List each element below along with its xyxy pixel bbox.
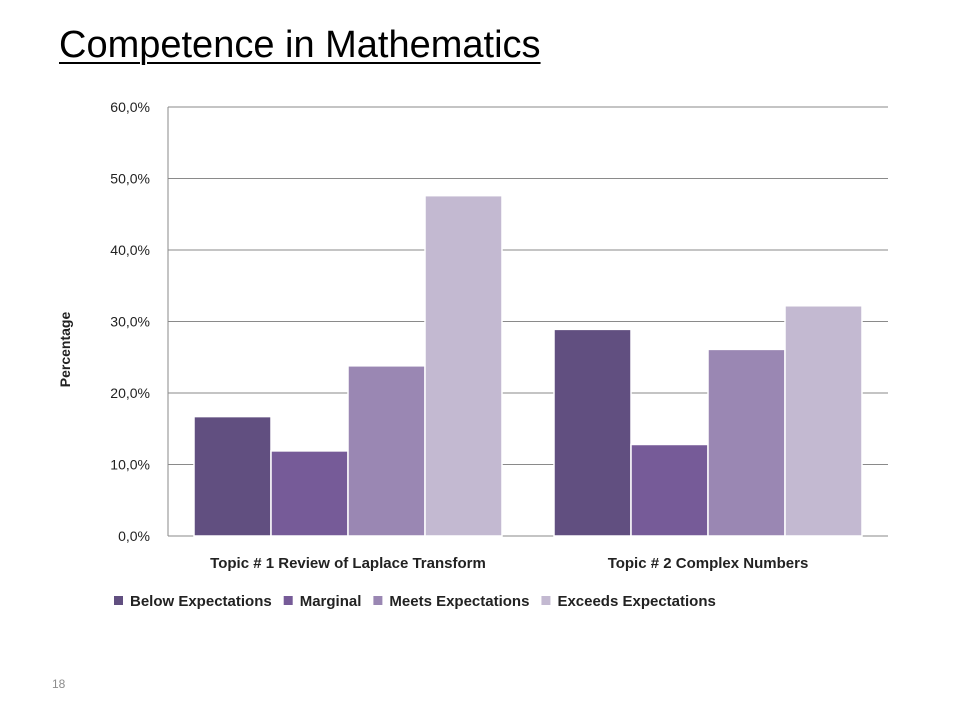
legend-label: Meets Expectations (389, 593, 529, 610)
x-category-label: Topic # 1 Review of Laplace Transform (210, 555, 486, 572)
y-tick-label: 10,0% (110, 457, 150, 473)
bar (347, 365, 426, 537)
y-tick-label: 20,0% (110, 385, 150, 401)
legend-label: Exceeds Expectations (557, 593, 715, 610)
bar (553, 328, 632, 537)
legend-swatch (541, 596, 551, 605)
legend-label: Marginal (300, 593, 362, 610)
page-number: 18 (52, 677, 66, 691)
y-tick-label: 0,0% (118, 528, 150, 544)
bar (424, 194, 503, 537)
y-axis-ticks: 0,0% 10,0% 20,0% 30,0% 40,0% 50,0% 60,0% (110, 99, 150, 544)
bar (270, 450, 349, 537)
legend-label: Below Expectations (130, 593, 272, 610)
legend-swatch (283, 596, 293, 605)
legend-swatch (373, 596, 383, 605)
slide-title: Competence in Mathematics (59, 24, 541, 66)
y-tick-label: 30,0% (110, 314, 150, 330)
bar (193, 415, 272, 537)
bar (784, 305, 863, 537)
bar (630, 443, 709, 537)
y-tick-label: 50,0% (110, 171, 150, 187)
legend-swatch (114, 596, 123, 605)
y-axis-title: Percentage (57, 312, 73, 388)
bar (707, 348, 786, 537)
x-axis-categories: Topic # 1 Review of Laplace Transform Top… (210, 555, 808, 572)
x-category-label: Topic # 2 Complex Numbers (608, 555, 809, 572)
y-tick-label: 60,0% (110, 99, 150, 115)
y-tick-label: 40,0% (110, 242, 150, 258)
legend: Below Expectations Marginal Meets Expectat… (114, 593, 716, 610)
bars (193, 194, 863, 537)
